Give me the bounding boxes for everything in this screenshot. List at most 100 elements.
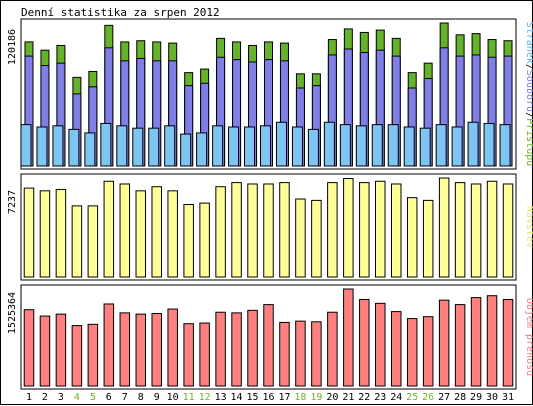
bar-visits-návštěv-day-13 <box>215 186 226 278</box>
x-tick-label-day-21: 21 <box>342 392 354 403</box>
bar-volume-objem-přenosu-day-22 <box>359 299 370 387</box>
bar-hits-files-pages-stránek-day-10 <box>164 125 176 167</box>
bar-hits-files-pages-stránek-day-9 <box>148 127 160 167</box>
bar-volume-objem-přenosu-day-2 <box>39 315 51 387</box>
bar-hits-files-pages-stránek-day-31 <box>499 124 511 167</box>
bar-visits-návštěv-day-17 <box>279 182 290 278</box>
bar-volume-objem-přenosu-day-17 <box>279 321 290 387</box>
bar-visits-návštěv-day-31 <box>502 183 514 278</box>
bar-volume-objem-přenosu-day-20 <box>327 311 338 387</box>
panel-visits <box>20 173 517 281</box>
bar-visits-návštěv-day-15 <box>247 183 258 278</box>
bar-volume-objem-přenosu-day-24 <box>390 311 402 387</box>
bar-visits-návštěv-day-1 <box>23 187 35 278</box>
bar-hits-files-pages-stránek-day-21 <box>339 124 351 167</box>
bar-volume-objem-přenosu-day-6 <box>103 303 115 387</box>
chart-title: Denní statistika za srpen 2012 <box>21 6 220 19</box>
bar-volume-objem-přenosu-day-28 <box>454 304 466 387</box>
bar-visits-návštěv-day-14 <box>231 182 242 278</box>
x-tick-label-day-15: 15 <box>247 392 259 403</box>
x-tick-label-day-23: 23 <box>374 392 386 403</box>
bar-hits-files-pages-stránek-day-19 <box>307 128 319 167</box>
bar-volume-objem-přenosu-day-1 <box>23 309 35 387</box>
bar-hits-files-pages-stránek-day-24 <box>387 124 399 167</box>
bar-volume-objem-přenosu-day-10 <box>167 308 178 387</box>
bar-visits-návštěv-day-11 <box>183 204 194 278</box>
bar-hits-files-pages-stránek-day-17 <box>275 121 287 167</box>
bar-volume-objem-přenosu-day-7 <box>119 312 131 387</box>
bar-hits-files-pages-stránek-day-27 <box>435 124 447 167</box>
bar-volume-objem-přenosu-day-23 <box>375 302 386 387</box>
bar-hits-files-pages-stránek-day-4 <box>68 128 80 167</box>
bar-volume-objem-přenosu-day-12 <box>199 322 210 387</box>
bar-hits-files-pages-stránek-day-1 <box>20 124 32 167</box>
bar-hits-files-pages-stránek-day-29 <box>467 121 479 167</box>
x-tick-label-day-12: 12 <box>199 392 211 403</box>
x-tick-label-day-31: 31 <box>502 392 514 403</box>
bar-visits-návštěv-day-8 <box>135 190 147 278</box>
bar-hits-files-pages-stránek-day-28 <box>451 126 463 167</box>
x-tick-label-day-26: 26 <box>422 392 434 403</box>
bar-volume-objem-přenosu-day-27 <box>438 299 450 387</box>
bar-visits-návštěv-day-25 <box>406 197 418 278</box>
bar-hits-files-pages-stránek-day-12 <box>196 132 208 167</box>
bar-visits-návštěv-day-19 <box>311 199 322 278</box>
bar-volume-objem-přenosu-day-8 <box>135 313 147 387</box>
x-tick-label-day-28: 28 <box>454 392 466 403</box>
bar-hits-files-pages-stránek-day-7 <box>116 125 128 167</box>
bar-hits-files-pages-stránek-day-5 <box>84 132 96 167</box>
bar-visits-návštěv-day-22 <box>359 182 370 278</box>
series-legend-hits-files-pages: Stránek/Souborů/Přístupů <box>524 22 533 167</box>
bar-visits-návštěv-day-20 <box>327 182 338 278</box>
x-tick-label-day-14: 14 <box>231 392 243 403</box>
bar-volume-objem-přenosu-day-4 <box>71 325 83 387</box>
bar-visits-návštěv-day-3 <box>55 188 67 278</box>
bar-volume-objem-přenosu-day-16 <box>263 304 274 387</box>
bar-hits-files-pages-stránek-day-6 <box>100 122 112 167</box>
x-tick-label-day-2: 2 <box>42 392 48 403</box>
bar-visits-návštěv-day-7 <box>119 183 131 278</box>
series-legend-visits: Návštěv <box>524 206 533 248</box>
bar-volume-objem-přenosu-day-5 <box>87 323 99 387</box>
bar-visits-návštěv-day-5 <box>87 205 99 278</box>
legend-part-hits-files-pages-3: / <box>524 112 533 118</box>
bar-visits-návštěv-day-16 <box>263 183 274 278</box>
x-tick-label-day-1: 1 <box>26 392 32 403</box>
x-tick-label-day-24: 24 <box>390 392 402 403</box>
bar-hits-files-pages-stránek-day-23 <box>371 124 383 167</box>
x-tick-label-day-17: 17 <box>278 392 290 403</box>
x-tick-label-day-27: 27 <box>438 392 450 403</box>
bar-volume-objem-přenosu-day-25 <box>406 318 418 387</box>
x-tick-label-day-9: 9 <box>154 392 160 403</box>
bar-volume-objem-přenosu-day-9 <box>151 313 162 387</box>
ymax-label-volume: 1525364 <box>7 292 18 334</box>
x-tick-label-day-8: 8 <box>138 392 144 403</box>
bar-visits-návštěv-day-9 <box>151 186 162 278</box>
bar-visits-návštěv-day-2 <box>39 190 51 278</box>
bar-visits-návštěv-day-26 <box>422 199 434 278</box>
bar-visits-návštěv-day-30 <box>486 180 498 278</box>
legend-part-visits-0: Návštěv <box>524 206 533 248</box>
bar-visits-návštěv-day-27 <box>438 177 450 278</box>
bar-volume-objem-přenosu-day-30 <box>486 295 498 387</box>
ymax-label-visits: 7237 <box>7 190 18 214</box>
bar-volume-objem-přenosu-day-18 <box>295 320 306 387</box>
bar-hits-files-pages-stránek-day-18 <box>291 126 303 167</box>
x-tick-label-day-13: 13 <box>215 392 227 403</box>
bar-hits-files-pages-stránek-day-14 <box>228 126 240 167</box>
panel-hits-files-pages <box>20 18 517 170</box>
bar-hits-files-pages-stránek-day-16 <box>260 125 271 167</box>
x-tick-label-day-7: 7 <box>122 392 128 403</box>
x-tick-label-day-29: 29 <box>470 392 482 403</box>
x-tick-label-day-16: 16 <box>262 392 274 403</box>
bar-volume-objem-přenosu-day-26 <box>422 316 434 387</box>
bar-visits-návštěv-day-12 <box>199 202 210 278</box>
bar-volume-objem-přenosu-day-15 <box>247 309 258 387</box>
x-tick-label-day-18: 18 <box>294 392 306 403</box>
x-tick-label-day-25: 25 <box>406 392 418 403</box>
bar-volume-objem-přenosu-day-31 <box>502 299 514 387</box>
bar-hits-files-pages-stránek-day-15 <box>244 126 256 167</box>
bar-volume-objem-přenosu-day-13 <box>215 311 226 387</box>
bar-visits-návštěv-day-10 <box>167 190 178 278</box>
